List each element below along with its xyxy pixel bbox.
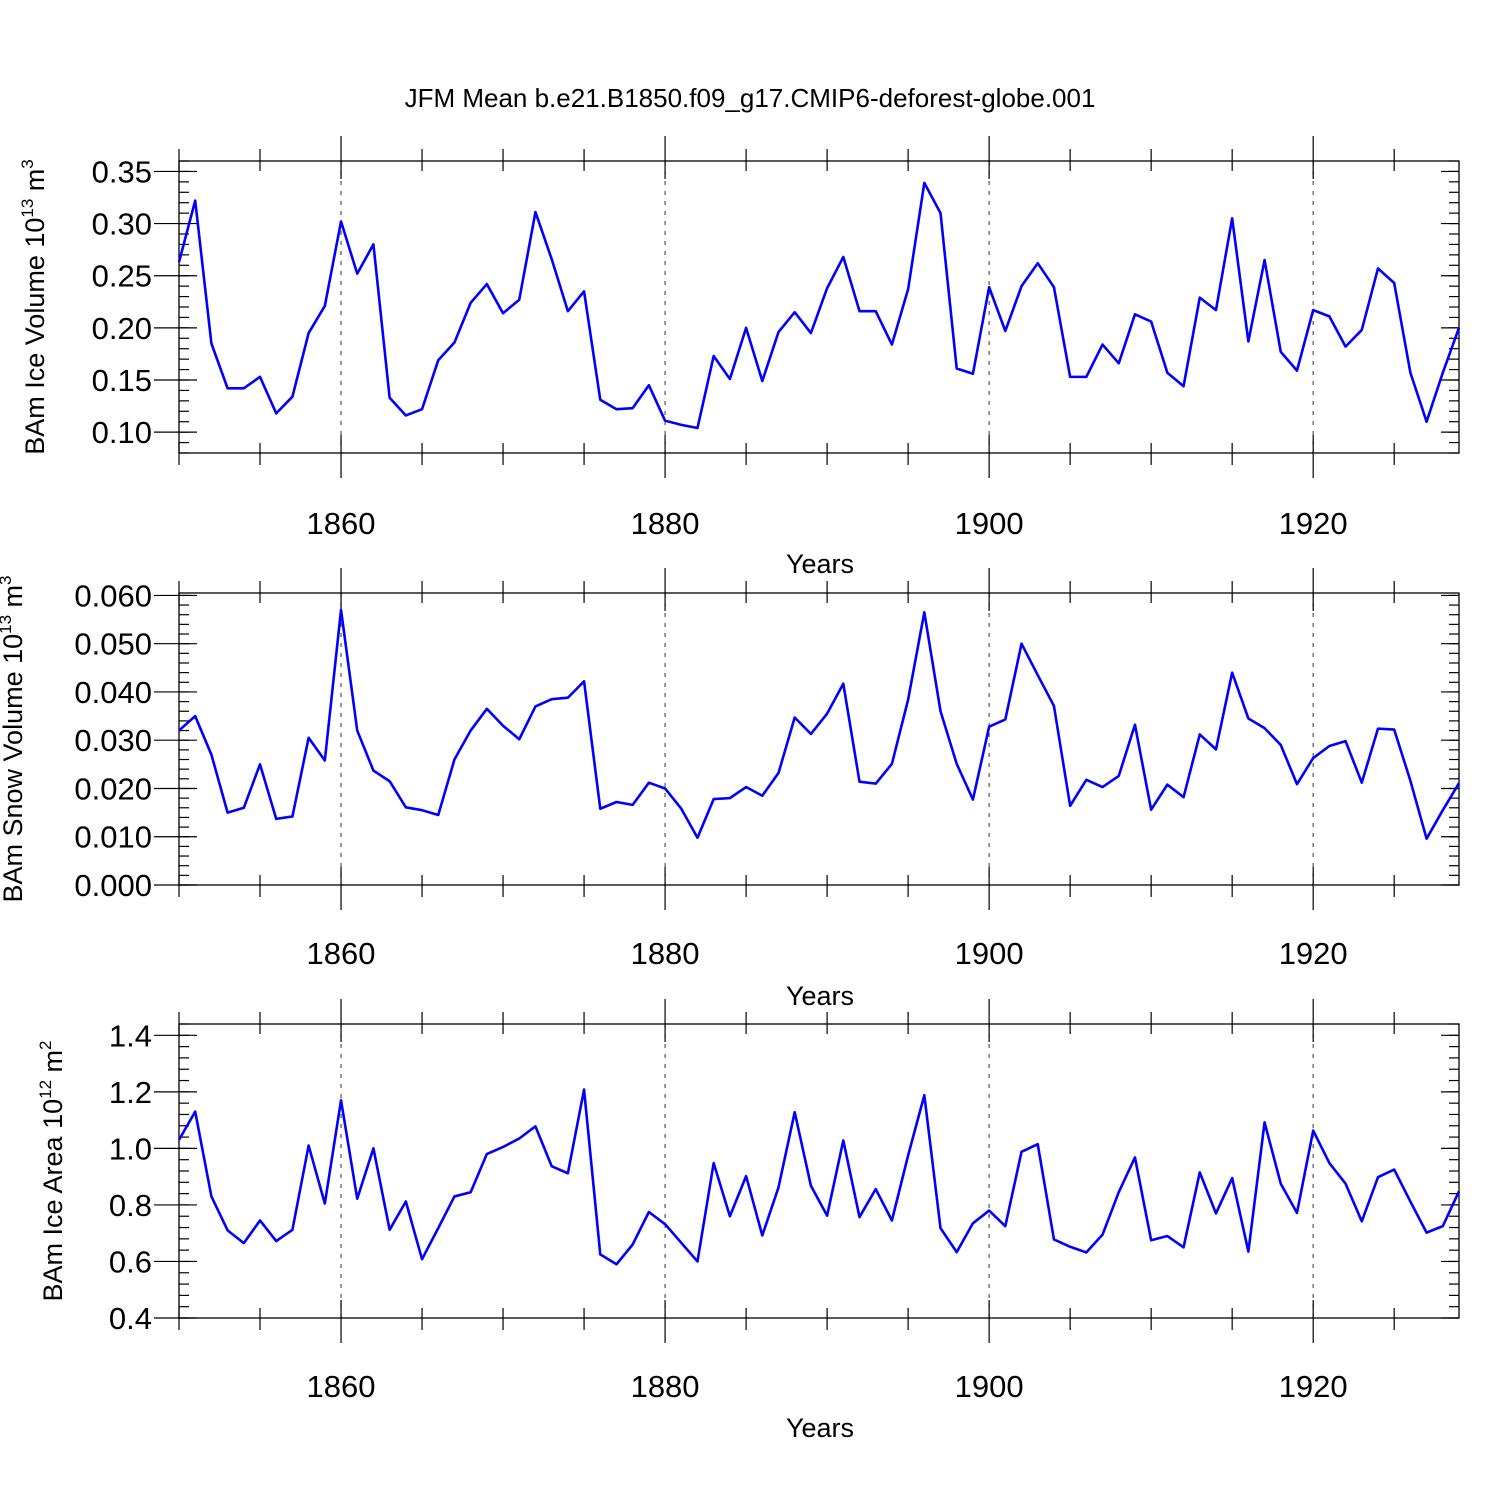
y-label-unit-exponent: 3 [18,159,37,168]
y-tick-label: 0.25 [92,259,152,294]
panel-snow-volume: 0.000 0.010 0.020 0.030 0.040 0.050 0.060 1860 1… [0,568,1461,1011]
y-label-exponent: 13 [18,199,37,218]
y-label-main: BAm Ice Area 10 [38,1099,68,1302]
y-tick-label: 0.10 [92,415,152,450]
y-tick-label: 0.6 [109,1244,152,1279]
y-tick-label: 0.4 [109,1301,152,1336]
panel-ice-volume: 0.10 0.15 0.20 0.25 0.30 0.35 1860 1880 1900 1920… [18,136,1461,579]
panels: 0.10 0.15 0.20 0.25 0.30 0.35 1860 1880 1900 1920… [0,136,1461,1443]
y-tick-label: 0.15 [92,363,152,398]
y-tick-label: 1.0 [109,1131,152,1166]
x-axis-label: Years [786,1413,854,1443]
chart-title: JFM Mean b.e21.B1850.f09_g17.CMIP6-defor… [405,83,1096,113]
y-axis-label: BAm Snow Volume 1013 m3 [0,575,28,902]
y-label-unit: m [20,169,50,199]
y-label-unit: m [38,1050,68,1080]
y-tick-label: 0.8 [109,1188,152,1223]
x-axis-label: Years [786,981,854,1011]
series-line-snow-volume [178,608,1461,840]
x-tick-label: 1920 [1279,506,1348,541]
series-line-ice-volume [177,181,1461,430]
x-tick-label: 1920 [1279,1369,1348,1404]
x-tick-label: 1900 [955,1369,1024,1404]
series-line-ice-area [177,1088,1461,1266]
y-label-exponent: 12 [36,1080,55,1099]
x-tick-label: 1880 [631,936,700,971]
x-tick-label: 1900 [955,936,1024,971]
axis-frame [178,160,1460,454]
y-label-unit-exponent: 3 [0,575,15,584]
y-label-main: BAm Ice Volume 10 [20,218,50,455]
y-tick-label: 0.020 [74,771,152,806]
y-label-unit-exponent: 2 [36,1041,55,1050]
y-axis-label: BAm Ice Volume 1013 m3 [18,159,50,455]
x-tick-label: 1860 [307,506,376,541]
y-label-exponent: 13 [0,615,15,634]
x-tick-label: 1900 [955,506,1024,541]
x-tick-label: 1880 [631,506,700,541]
panel-ice-area: 0.4 0.6 0.8 1.0 1.2 1.4 1860 1880 1900 1920 Years B… [36,999,1461,1443]
y-tick-label: 0.000 [74,868,152,903]
y-label-unit: m [0,585,28,615]
y-tick-label: 0.040 [74,675,152,710]
y-tick-label: 0.060 [74,578,152,613]
y-label-main: BAm Snow Volume 10 [0,634,28,903]
x-axis-label: Years [786,549,854,579]
y-tick-label: 1.4 [109,1018,152,1053]
y-tick-label: 0.030 [74,723,152,758]
y-tick-label: 0.30 [92,207,152,242]
x-tick-label: 1880 [631,1369,700,1404]
axis-frame [178,592,1460,886]
x-tick-label: 1860 [307,1369,376,1404]
x-tick-label: 1860 [307,936,376,971]
y-tick-label: 0.20 [92,311,152,346]
y-axis-label: BAm Ice Area 1012 m2 [36,1041,68,1302]
y-tick-label: 0.050 [74,627,152,662]
axis-frame [178,1023,1460,1319]
x-tick-label: 1920 [1279,936,1348,971]
y-tick-label: 1.2 [109,1075,152,1110]
y-tick-label: 0.010 [74,820,152,855]
y-tick-label: 0.35 [92,154,152,189]
